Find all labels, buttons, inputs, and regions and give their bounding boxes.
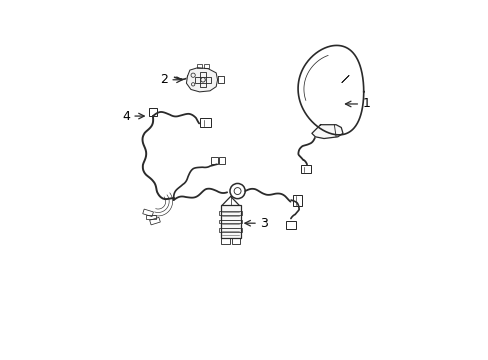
Bar: [196, 63, 202, 68]
Bar: [146, 215, 155, 219]
Bar: [142, 209, 153, 217]
Text: 2: 2: [160, 73, 168, 86]
Bar: [195, 77, 210, 83]
Text: 4: 4: [122, 109, 129, 122]
Bar: [219, 228, 242, 232]
Bar: [220, 205, 240, 238]
Bar: [219, 211, 242, 215]
Text: 1: 1: [362, 98, 370, 111]
Bar: [221, 238, 229, 244]
Bar: [231, 238, 240, 244]
Polygon shape: [311, 125, 342, 139]
Bar: [219, 220, 242, 223]
Text: 3: 3: [259, 217, 267, 230]
Bar: [285, 221, 295, 229]
Bar: [218, 157, 225, 164]
Bar: [292, 195, 301, 206]
Bar: [300, 166, 310, 173]
Bar: [200, 72, 205, 87]
Bar: [220, 205, 240, 238]
Bar: [149, 217, 160, 225]
Bar: [149, 108, 156, 116]
Polygon shape: [186, 68, 217, 92]
Bar: [200, 118, 210, 127]
Bar: [210, 157, 217, 164]
Bar: [203, 63, 209, 68]
